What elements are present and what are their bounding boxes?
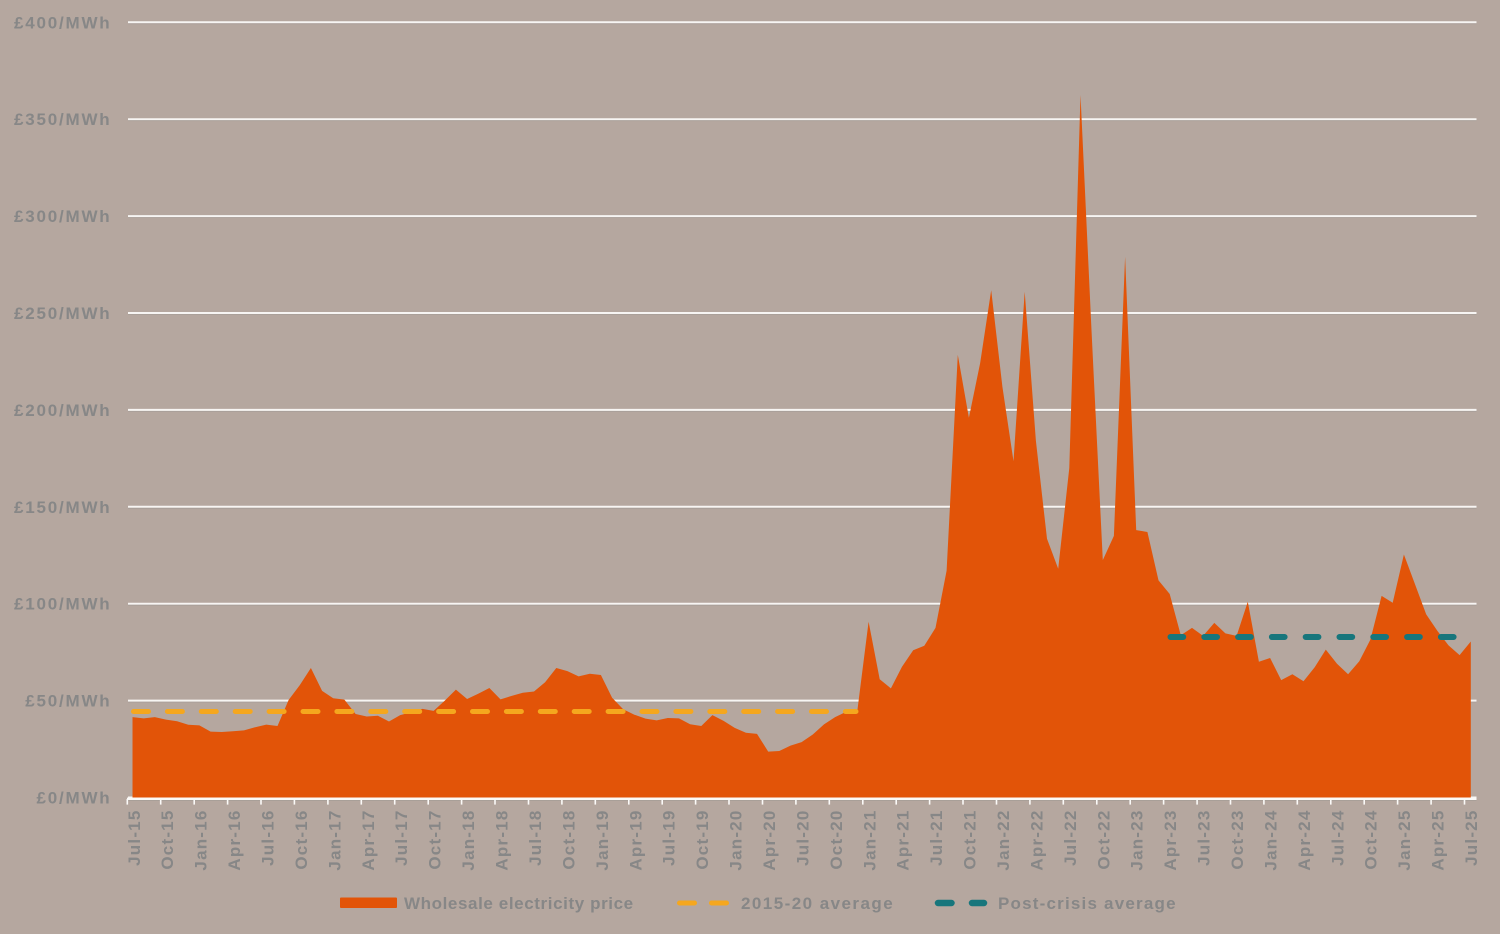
svg-text:£300/MWh: £300/MWh bbox=[14, 207, 112, 226]
svg-text:Apr-17: Apr-17 bbox=[359, 810, 378, 871]
svg-text:Jul-16: Jul-16 bbox=[259, 810, 278, 866]
svg-text:Wholesale electricity price: Wholesale electricity price bbox=[404, 894, 634, 913]
svg-text:£200/MWh: £200/MWh bbox=[14, 401, 112, 420]
svg-text:Oct-20: Oct-20 bbox=[827, 810, 846, 870]
svg-text:Jan-20: Jan-20 bbox=[727, 810, 746, 871]
svg-text:Oct-23: Oct-23 bbox=[1228, 810, 1247, 870]
svg-text:Post-crisis average: Post-crisis average bbox=[998, 894, 1177, 913]
svg-text:Oct-19: Oct-19 bbox=[693, 810, 712, 870]
svg-text:Jan-17: Jan-17 bbox=[325, 810, 344, 871]
svg-text:Jul-21: Jul-21 bbox=[927, 810, 946, 866]
svg-text:Jan-16: Jan-16 bbox=[192, 810, 211, 871]
svg-text:Jan-22: Jan-22 bbox=[994, 810, 1013, 871]
svg-text:Apr-22: Apr-22 bbox=[1027, 810, 1046, 871]
svg-text:Jul-24: Jul-24 bbox=[1328, 810, 1347, 866]
svg-text:£0/MWh: £0/MWh bbox=[36, 789, 111, 808]
svg-text:Jul-17: Jul-17 bbox=[392, 810, 411, 866]
svg-text:Jul-22: Jul-22 bbox=[1061, 810, 1080, 866]
svg-text:Jul-20: Jul-20 bbox=[793, 810, 812, 866]
svg-text:Jan-19: Jan-19 bbox=[593, 810, 612, 871]
svg-text:Apr-20: Apr-20 bbox=[760, 810, 779, 871]
svg-text:Jan-24: Jan-24 bbox=[1261, 810, 1280, 871]
svg-text:Jan-21: Jan-21 bbox=[860, 810, 879, 871]
svg-text:Oct-16: Oct-16 bbox=[292, 810, 311, 870]
svg-text:Jul-15: Jul-15 bbox=[125, 810, 144, 866]
svg-text:2015-20 average: 2015-20 average bbox=[741, 894, 894, 913]
svg-text:Oct-21: Oct-21 bbox=[961, 810, 980, 870]
svg-text:Apr-19: Apr-19 bbox=[626, 810, 645, 871]
svg-text:Apr-24: Apr-24 bbox=[1295, 810, 1314, 871]
svg-text:£150/MWh: £150/MWh bbox=[14, 498, 112, 517]
svg-text:Jul-23: Jul-23 bbox=[1195, 810, 1214, 866]
svg-text:£50/MWh: £50/MWh bbox=[25, 692, 111, 711]
svg-text:Jan-23: Jan-23 bbox=[1128, 810, 1147, 871]
svg-text:Apr-18: Apr-18 bbox=[493, 810, 512, 871]
svg-text:Oct-17: Oct-17 bbox=[426, 810, 445, 870]
svg-text:Oct-22: Oct-22 bbox=[1094, 810, 1113, 870]
svg-text:£350/MWh: £350/MWh bbox=[14, 110, 112, 129]
svg-text:£100/MWh: £100/MWh bbox=[14, 595, 112, 614]
svg-text:Oct-24: Oct-24 bbox=[1362, 810, 1381, 870]
svg-text:Oct-18: Oct-18 bbox=[559, 810, 578, 870]
svg-text:Jul-18: Jul-18 bbox=[526, 810, 545, 866]
svg-text:£250/MWh: £250/MWh bbox=[14, 304, 112, 323]
svg-text:Jul-19: Jul-19 bbox=[660, 810, 679, 866]
svg-text:Oct-15: Oct-15 bbox=[158, 810, 177, 870]
svg-text:£400/MWh: £400/MWh bbox=[14, 13, 112, 32]
svg-text:Jan-25: Jan-25 bbox=[1395, 810, 1414, 871]
svg-text:Apr-21: Apr-21 bbox=[894, 810, 913, 871]
svg-text:Jul-25: Jul-25 bbox=[1462, 810, 1481, 866]
svg-text:Apr-16: Apr-16 bbox=[225, 810, 244, 871]
svg-text:Apr-23: Apr-23 bbox=[1161, 810, 1180, 871]
svg-text:Jan-18: Jan-18 bbox=[459, 810, 478, 871]
svg-text:Apr-25: Apr-25 bbox=[1429, 810, 1448, 871]
